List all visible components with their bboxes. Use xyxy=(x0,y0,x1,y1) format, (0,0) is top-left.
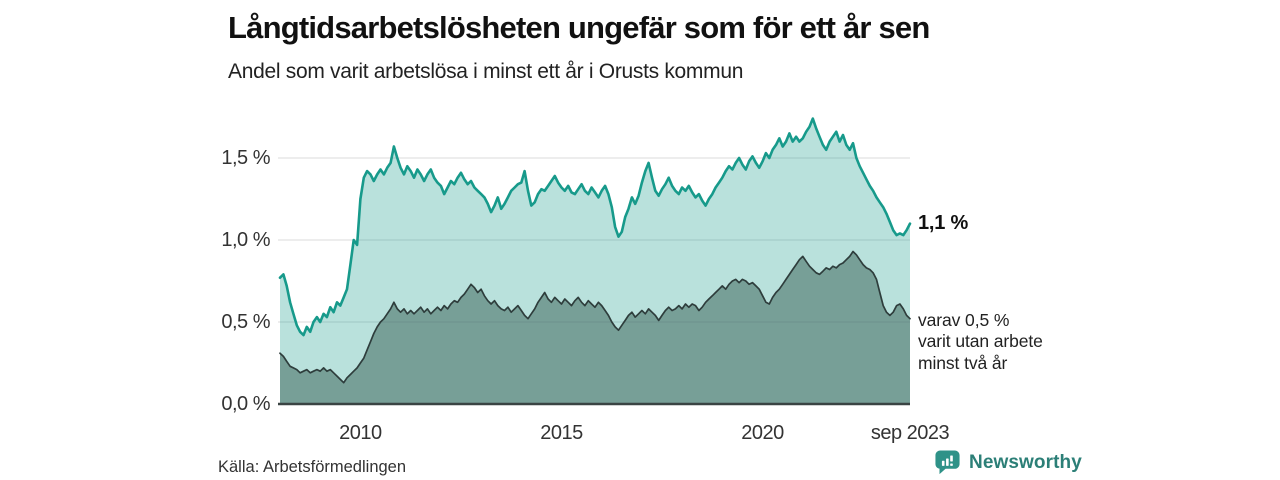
newsworthy-speech-bubble-chart-icon xyxy=(935,450,960,475)
x-axis-label-2010: 2010 xyxy=(339,422,382,444)
end-value-label-total: 1,1 % xyxy=(918,211,969,234)
y-axis-label-1-5: 1,5 % xyxy=(221,147,270,169)
x-axis-label-2015: 2015 xyxy=(540,422,583,444)
y-axis-label-0-0: 0,0 % xyxy=(221,393,270,415)
end-value-label-two-years: varav 0,5 % varit utan arbete minst två … xyxy=(918,309,1043,373)
y-axis-label-1-0: 1,0 % xyxy=(221,229,270,251)
newsworthy-wordmark: Newsworthy xyxy=(969,451,1082,473)
x-axis-label-2020: 2020 xyxy=(741,422,784,444)
newsworthy-logo: Newsworthy xyxy=(934,449,1082,476)
chart-title: Långtidsarbetslösheten ungefär som för e… xyxy=(228,10,930,45)
y-axis-label-0-5: 0,5 % xyxy=(221,311,270,333)
x-axis-label-sep-2023: sep 2023 xyxy=(870,422,950,444)
source-attribution: Källa: Arbetsförmedlingen xyxy=(218,458,407,476)
chart-subtitle: Andel som varit arbetslösa i minst ett å… xyxy=(228,60,744,83)
